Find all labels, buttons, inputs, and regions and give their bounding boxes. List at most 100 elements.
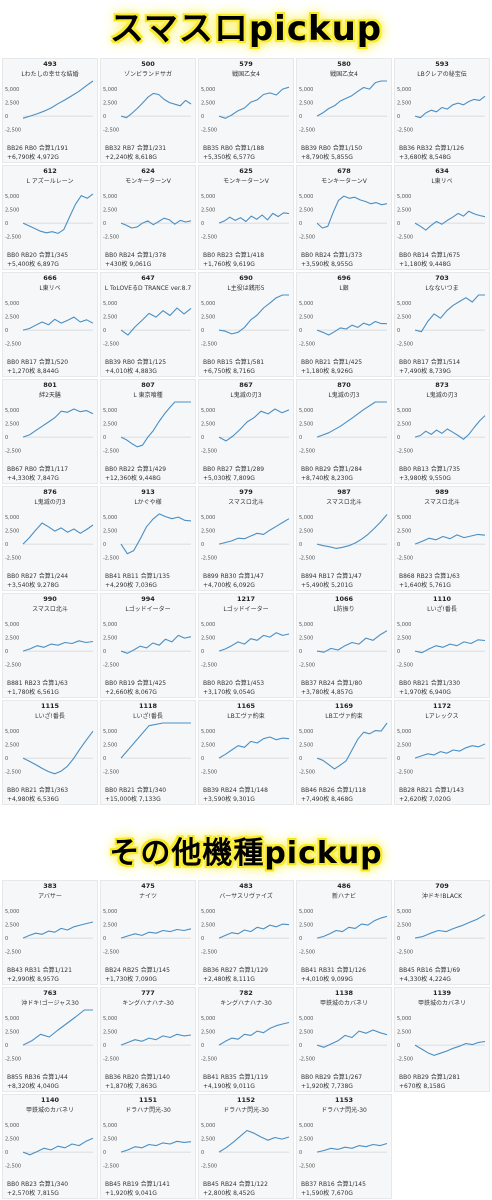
machine-number: 1151 <box>138 1096 158 1104</box>
y-tick-label: 2,500 <box>299 1137 313 1143</box>
slump-chart: 5,000 2,500 0 -2,500 <box>103 622 192 669</box>
machine-name: Lかぐや様 <box>134 499 162 506</box>
y-tick-label: 5,000 <box>397 408 411 414</box>
machine-name: L鬼滅の刃3 <box>230 392 262 399</box>
machine-panel: 580 戦国乙女4 5,000 2,500 0 -2,500 BB39 RB0 合算1/15… <box>296 58 392 163</box>
machine-name: L 東京喰種 <box>133 392 163 399</box>
machine-number: 1153 <box>334 1096 354 1104</box>
y-tick-label: -2,500 <box>299 770 315 776</box>
machine-panel: 1165 LBエヴァ約束 5,000 2,500 0 -2,500 BB39 RB24 合算… <box>198 700 294 805</box>
y-tick-label: 5,000 <box>5 87 19 93</box>
y-tick-label: 0 <box>201 221 204 227</box>
y-tick-label: 0 <box>397 542 400 548</box>
machine-panel: 990 スマスロ北斗 5,000 2,500 0 -2,500 B881 RB23 合算1/… <box>2 593 98 698</box>
machine-panel: 1138 甲鉄城のカバネリ 5,000 2,500 0 -2,500 BB0 RB29 合算… <box>296 987 392 1092</box>
machine-panel: 696 L銀 5,000 2,500 0 -2,500 BB0 RB21 合算1/425 +1… <box>296 272 392 377</box>
result-summary: +15,000枚 7,133G <box>105 796 161 803</box>
machine-name: LBエヴァ約束 <box>227 713 265 720</box>
machine-number: 777 <box>141 989 155 997</box>
machine-number: 1169 <box>334 702 354 710</box>
y-tick-label: 2,500 <box>5 923 19 929</box>
y-tick-label: -2,500 <box>397 770 413 776</box>
y-tick-label: 0 <box>103 114 106 120</box>
machine-name: キングハナハナ-30 <box>220 1000 272 1007</box>
machine-number: 990 <box>43 595 57 603</box>
y-tick-label: -2,500 <box>201 235 217 241</box>
machine-panel: 1169 LBエヴァ約束 5,000 2,500 0 -2,500 BB46 RB26 合算… <box>296 700 392 805</box>
slump-chart: 5,000 2,500 0 -2,500 <box>299 80 387 134</box>
machine-number: 801 <box>43 381 57 389</box>
y-tick-label: -2,500 <box>201 770 217 776</box>
y-tick-label: 0 <box>103 542 106 548</box>
slump-chart: 5,000 2,500 0 -2,500 <box>397 729 486 776</box>
machine-number: 1110 <box>432 595 452 603</box>
series-line <box>316 1142 388 1153</box>
y-tick-label: 0 <box>5 114 8 120</box>
y-tick-label: 5,000 <box>103 194 117 200</box>
y-tick-label: 0 <box>103 936 106 942</box>
y-tick-label: -2,500 <box>201 663 217 669</box>
slump-chart: 5,000 2,500 0 -2,500 <box>201 909 290 956</box>
machine-name: L防振り <box>333 606 355 613</box>
series-line <box>218 1129 290 1153</box>
machine-number: 1066 <box>334 595 354 603</box>
series-line <box>316 195 388 229</box>
y-tick-label: 5,000 <box>299 729 313 735</box>
series-line <box>316 80 387 117</box>
y-tick-label: 2,500 <box>103 101 117 107</box>
machine-number: 500 <box>141 60 155 68</box>
machine-number: 678 <box>337 167 351 175</box>
machine-name: スマスロ北斗 <box>326 499 362 506</box>
y-tick-label: -2,500 <box>103 235 119 241</box>
machine-name: 甲鉄城のカバネリ <box>319 1000 368 1007</box>
y-tick-label: -2,500 <box>103 663 119 669</box>
machine-number: 1140 <box>40 1096 60 1104</box>
y-tick-label: 5,000 <box>5 194 19 200</box>
result-summary: +4,190枚 9,011G <box>203 1083 255 1090</box>
bonus-summary: BB46 RB26 合算1/118 <box>301 787 366 794</box>
machine-panel: 483 バーサスリヴァイズ 5,000 2,500 0 -2,500 BB36 RB27 合… <box>198 880 294 985</box>
slump-chart: 5,000 2,500 0 -2,500 <box>397 194 486 241</box>
y-tick-label: 0 <box>397 114 400 120</box>
machine-number: 870 <box>337 381 351 389</box>
machine-number: 867 <box>239 381 253 389</box>
machine-name: スマスロ北斗 <box>424 499 460 506</box>
slump-chart: 5,000 2,500 0 -2,500 <box>299 194 388 241</box>
y-tick-label: 2,500 <box>103 422 117 428</box>
y-tick-label: 5,000 <box>201 1123 215 1129</box>
y-tick-label: -2,500 <box>299 1164 315 1170</box>
machine-panel: 873 L鬼滅の刃3 5,000 2,500 0 -2,500 BB0 RB13 合算1/7… <box>394 379 490 484</box>
machine-name: 沖ドキ!BLACK <box>421 893 463 900</box>
result-summary: +3,980枚 9,550G <box>399 475 451 482</box>
series-line <box>22 1009 93 1046</box>
slump-chart: 5,000 2,500 0 -2,500 <box>397 622 486 669</box>
y-tick-label: 0 <box>201 328 204 334</box>
series-line <box>120 401 191 448</box>
machine-panel: 486 新ハナビ 5,000 2,500 0 -2,500 BB41 RB31 合算1/12… <box>296 880 392 985</box>
result-summary: +1,970枚 6,940G <box>399 689 451 696</box>
result-summary: +4,330枚 7,847G <box>7 475 59 482</box>
series-line <box>22 522 94 545</box>
y-tick-label: 2,500 <box>103 923 117 929</box>
machine-number: 876 <box>43 488 57 496</box>
bonus-summary: BB0 RB29 合算1/284 <box>301 466 363 473</box>
y-tick-label: 0 <box>5 936 8 942</box>
machine-panel: 979 スマスロ北斗 5,000 2,500 0 -2,500 B899 RB30 合算1/… <box>198 486 294 591</box>
machine-panel: 987 スマスロ北斗 5,000 2,500 0 -2,500 B894 RB17 合算1/… <box>296 486 392 591</box>
bonus-summary: BB0 RB13 合算1/735 <box>399 466 461 473</box>
y-tick-label: 0 <box>299 435 302 441</box>
machine-number: 666 <box>43 274 57 282</box>
bonus-summary: BB36 RB27 合算1/129 <box>203 967 268 974</box>
result-summary: +1,640枚 5,761G <box>399 582 451 589</box>
machine-number: 579 <box>239 60 253 68</box>
slump-chart: 5,000 2,500 0 -2,500 <box>201 194 290 241</box>
y-tick-label: 2,500 <box>201 923 215 929</box>
y-tick-label: 5,000 <box>5 301 19 307</box>
machine-name: モンキーターンV <box>321 178 367 185</box>
series-line <box>22 1137 94 1156</box>
result-summary: +1,270枚 8,844G <box>7 368 59 375</box>
slump-chart: 5,000 2,500 0 -2,500 <box>5 729 94 776</box>
machine-name: 沖ドキ!ゴージャス30 <box>21 1000 79 1007</box>
y-tick-label: 0 <box>299 221 302 227</box>
y-tick-label: -2,500 <box>5 556 21 562</box>
